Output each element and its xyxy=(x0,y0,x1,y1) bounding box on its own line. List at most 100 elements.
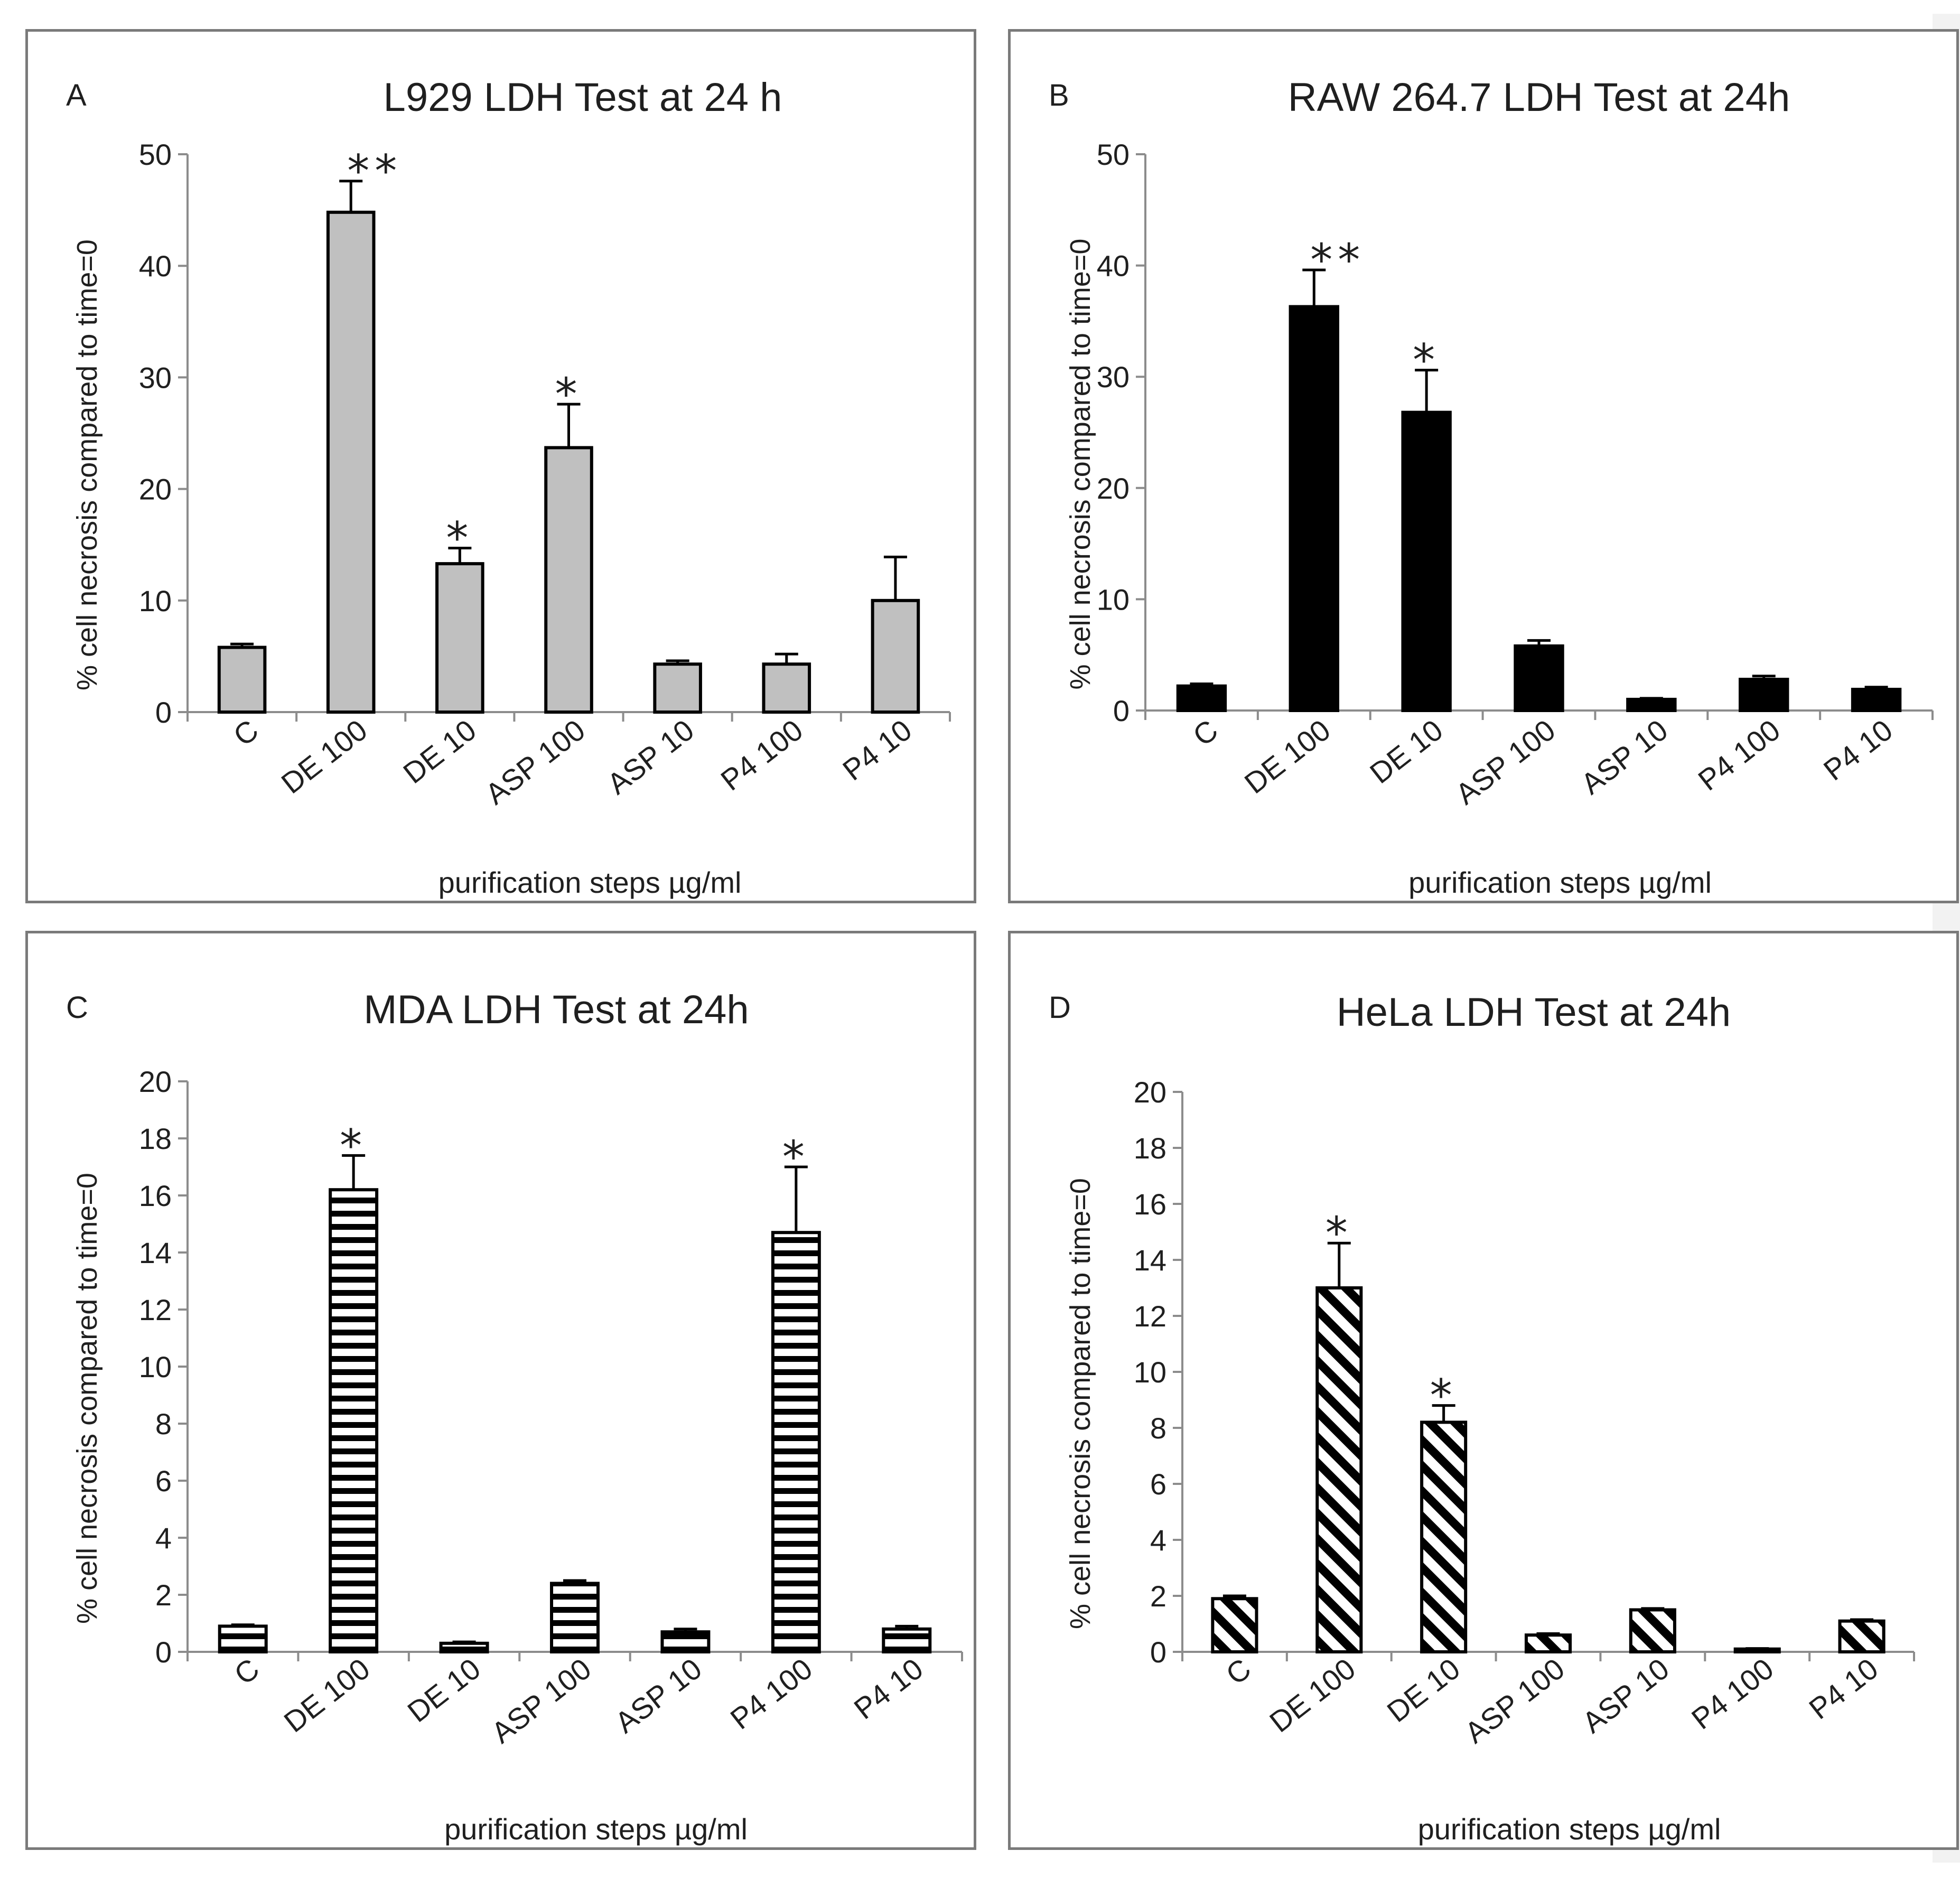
bar-asp-100 xyxy=(544,446,593,714)
x-tick-label: P4 10 xyxy=(1803,1652,1884,1726)
panel-letter: A xyxy=(66,78,87,113)
chart-panel-c: C MDA LDH Test at 24h 0 2 4 6 8 10 12 14 16 18 20 % c… xyxy=(25,931,976,1850)
y-tick-label: 16 xyxy=(1134,1188,1166,1221)
y-tick-label: 10 xyxy=(139,1350,172,1383)
x-tick-label: DE 100 xyxy=(1263,1652,1361,1739)
y-tick-label: 8 xyxy=(1150,1411,1166,1445)
significance-marker: * xyxy=(1326,1207,1353,1259)
y-tick-label: 50 xyxy=(1097,138,1130,171)
bar-p4-10 xyxy=(871,599,920,714)
chart-d-svg: D HeLa LDH Test at 24h 0 2 4 6 8 10 12 14 16 18 20 % … xyxy=(1049,990,1915,1846)
chart-title: RAW 264.7 LDH Test at 24h xyxy=(1288,75,1790,120)
x-tick-label: ASP 100 xyxy=(1459,1652,1571,1750)
chart-b-svg: B RAW 264.7 LDH Test at 24h 0 10 20 30 40 50 % c… xyxy=(1049,75,1934,899)
x-tick-label: P4 10 xyxy=(848,1652,929,1726)
bar-asp-10 xyxy=(1626,697,1677,712)
significance-marker: * xyxy=(1430,1370,1458,1422)
x-tick-label: C xyxy=(1220,1652,1257,1691)
x-tick-label: ASP 100 xyxy=(1449,713,1561,811)
bar-p4-100 xyxy=(1739,678,1789,712)
y-tick-label: 6 xyxy=(155,1464,172,1498)
bar-asp-100 xyxy=(550,1582,600,1654)
x-tick-label: ASP 10 xyxy=(609,1652,708,1740)
y-tick-label: 20 xyxy=(1134,1076,1166,1109)
x-tick-label: DE 100 xyxy=(275,713,374,800)
chart-title: MDA LDH Test at 24h xyxy=(363,987,749,1032)
panel-letter: B xyxy=(1049,78,1069,113)
x-tick-label: DE 100 xyxy=(1238,713,1337,800)
bar-asp-100 xyxy=(1514,644,1564,713)
bar-de-10 xyxy=(439,1641,489,1654)
x-tick-label: ASP 100 xyxy=(479,713,591,811)
y-tick-label: 16 xyxy=(139,1179,172,1212)
chart-title: HeLa LDH Test at 24h xyxy=(1337,990,1731,1035)
bar-p4-10 xyxy=(1851,687,1902,712)
x-tick-label: DE 10 xyxy=(1381,1652,1466,1728)
y-tick-label: 10 xyxy=(139,584,172,618)
x-tick-label: P4 100 xyxy=(724,1652,819,1736)
y-tick-label: 12 xyxy=(139,1293,172,1326)
y-tick-label: 20 xyxy=(1097,472,1130,505)
x-tick-label: DE 100 xyxy=(278,1652,376,1739)
x-tick-label: C xyxy=(228,1652,265,1691)
y-tick-label: 12 xyxy=(1134,1300,1166,1333)
bar-c xyxy=(218,1624,268,1654)
x-axis-label: purification steps µg/ml xyxy=(438,866,742,899)
x-axis-label: purification steps µg/ml xyxy=(1418,1812,1721,1846)
y-tick-label: 30 xyxy=(139,361,172,394)
x-tick-label: DE 10 xyxy=(397,713,482,790)
y-tick-label: 20 xyxy=(139,1065,172,1098)
y-tick-label: 10 xyxy=(1097,583,1130,616)
y-axis-label: % cell necrosis compared to time=0 xyxy=(71,239,103,690)
y-axis-label: % cell necrosis compared to time=0 xyxy=(1065,239,1096,690)
bar-c xyxy=(1176,684,1227,712)
bar-asp-10 xyxy=(1629,1608,1676,1653)
y-tick-label: 4 xyxy=(1150,1523,1166,1557)
bar-asp-10 xyxy=(660,1630,711,1653)
significance-marker: * xyxy=(782,1131,810,1183)
panel-letter: C xyxy=(66,990,88,1025)
x-tick-label: P4 100 xyxy=(715,713,809,797)
significance-marker: ** xyxy=(1310,234,1365,286)
y-tick-label: 18 xyxy=(1134,1132,1166,1165)
chart-panel-b: B RAW 264.7 LDH Test at 24h 0 10 20 30 40 50 % c… xyxy=(1008,29,1959,903)
x-tick-label: P4 10 xyxy=(836,713,918,787)
y-tick-label: 20 xyxy=(139,473,172,506)
significance-marker: ** xyxy=(347,145,402,197)
x-tick-label: DE 10 xyxy=(402,1652,487,1728)
y-tick-label: 2 xyxy=(155,1578,172,1612)
y-tick-label: 0 xyxy=(155,1635,172,1669)
y-tick-label: 18 xyxy=(139,1122,172,1155)
y-tick-label: 6 xyxy=(1150,1467,1166,1501)
significance-marker: * xyxy=(340,1119,367,1171)
x-tick-label: C xyxy=(1187,713,1224,753)
bar-c xyxy=(217,646,267,714)
significance-marker: * xyxy=(1413,334,1440,386)
bar-asp-100 xyxy=(1524,1633,1572,1653)
x-tick-label: C xyxy=(227,713,265,753)
panel-letter: D xyxy=(1049,990,1071,1025)
y-axis-label: % cell necrosis compared to time=0 xyxy=(1065,1178,1096,1629)
y-tick-label: 2 xyxy=(1150,1579,1166,1613)
y-tick-label: 50 xyxy=(139,138,172,171)
y-axis-label: % cell necrosis compared to time=0 xyxy=(71,1173,103,1624)
bar-de-100 xyxy=(1315,1286,1363,1653)
y-tick-label: 0 xyxy=(1113,694,1130,727)
bar-de-10 xyxy=(435,562,484,714)
x-tick-label: DE 10 xyxy=(1364,713,1449,790)
y-tick-label: 0 xyxy=(155,696,172,729)
x-axis-label: purification steps µg/ml xyxy=(444,1812,748,1846)
y-tick-label: 14 xyxy=(1134,1244,1166,1277)
bar-c xyxy=(1211,1597,1258,1654)
y-tick-label: 40 xyxy=(1097,249,1130,283)
x-tick-label: P4 10 xyxy=(1817,713,1899,787)
x-tick-label: P4 100 xyxy=(1692,713,1786,797)
y-tick-label: 0 xyxy=(1150,1635,1166,1669)
x-tick-label: ASP 10 xyxy=(601,713,700,801)
bar-de-10 xyxy=(1401,410,1452,712)
bar-de-100 xyxy=(326,210,376,714)
bar-asp-10 xyxy=(653,662,702,714)
significance-marker: * xyxy=(555,368,583,420)
chart-panel-d: D HeLa LDH Test at 24h 0 2 4 6 8 10 12 14 16 18 20 % … xyxy=(1008,931,1959,1850)
y-tick-label: 30 xyxy=(1097,360,1130,394)
